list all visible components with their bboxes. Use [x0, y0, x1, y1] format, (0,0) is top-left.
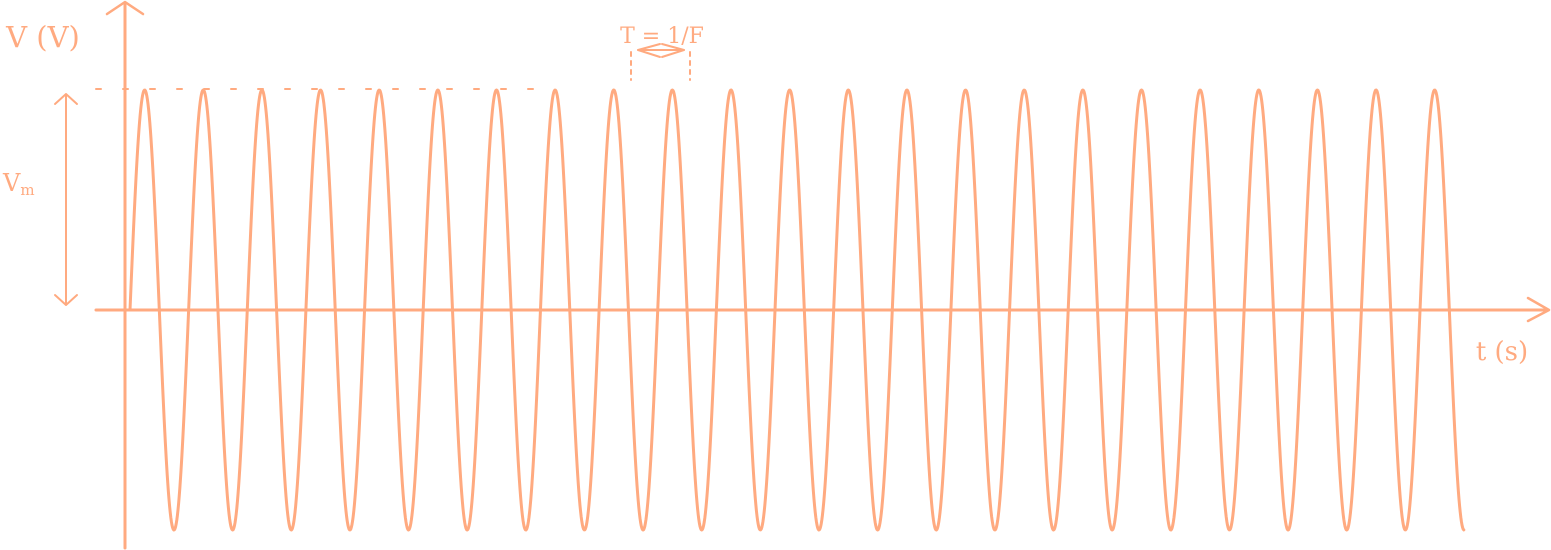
y-axis-label: V (V)	[5, 20, 80, 54]
x-axis-arrowhead	[1526, 296, 1551, 323]
amplitude-label: Vm	[2, 169, 35, 199]
period-arrowhead-right	[661, 43, 685, 58]
x-axis-label: t (s)	[1476, 337, 1528, 367]
sine-wave	[128, 88, 1466, 532]
period-arrowhead-left	[637, 43, 661, 58]
period-label: T = 1/F	[620, 24, 704, 49]
y-axis-arrowhead	[105, 0, 145, 16]
amplitude-arrowhead-bottom	[54, 294, 78, 306]
amplitude-arrowhead-top	[54, 93, 78, 105]
